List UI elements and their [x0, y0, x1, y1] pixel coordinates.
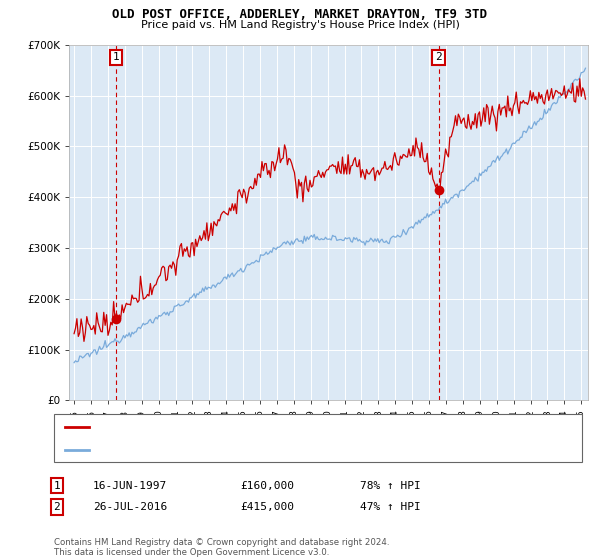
Text: 2: 2	[435, 53, 442, 62]
Text: 1: 1	[112, 53, 119, 62]
Text: 16-JUN-1997: 16-JUN-1997	[93, 480, 167, 491]
Text: 47% ↑ HPI: 47% ↑ HPI	[360, 502, 421, 512]
Text: Price paid vs. HM Land Registry's House Price Index (HPI): Price paid vs. HM Land Registry's House …	[140, 20, 460, 30]
Text: 1: 1	[53, 480, 61, 491]
Text: £415,000: £415,000	[240, 502, 294, 512]
Text: Contains HM Land Registry data © Crown copyright and database right 2024.
This d: Contains HM Land Registry data © Crown c…	[54, 538, 389, 557]
Text: 26-JUL-2016: 26-JUL-2016	[93, 502, 167, 512]
Text: HPI: Average price, detached house, Shropshire: HPI: Average price, detached house, Shro…	[93, 445, 331, 455]
Text: 78% ↑ HPI: 78% ↑ HPI	[360, 480, 421, 491]
Text: 2: 2	[53, 502, 61, 512]
Text: OLD POST OFFICE, ADDERLEY, MARKET DRAYTON, TF9 3TD (detached house): OLD POST OFFICE, ADDERLEY, MARKET DRAYTO…	[93, 422, 478, 432]
Text: £160,000: £160,000	[240, 480, 294, 491]
Text: OLD POST OFFICE, ADDERLEY, MARKET DRAYTON, TF9 3TD: OLD POST OFFICE, ADDERLEY, MARKET DRAYTO…	[113, 8, 487, 21]
